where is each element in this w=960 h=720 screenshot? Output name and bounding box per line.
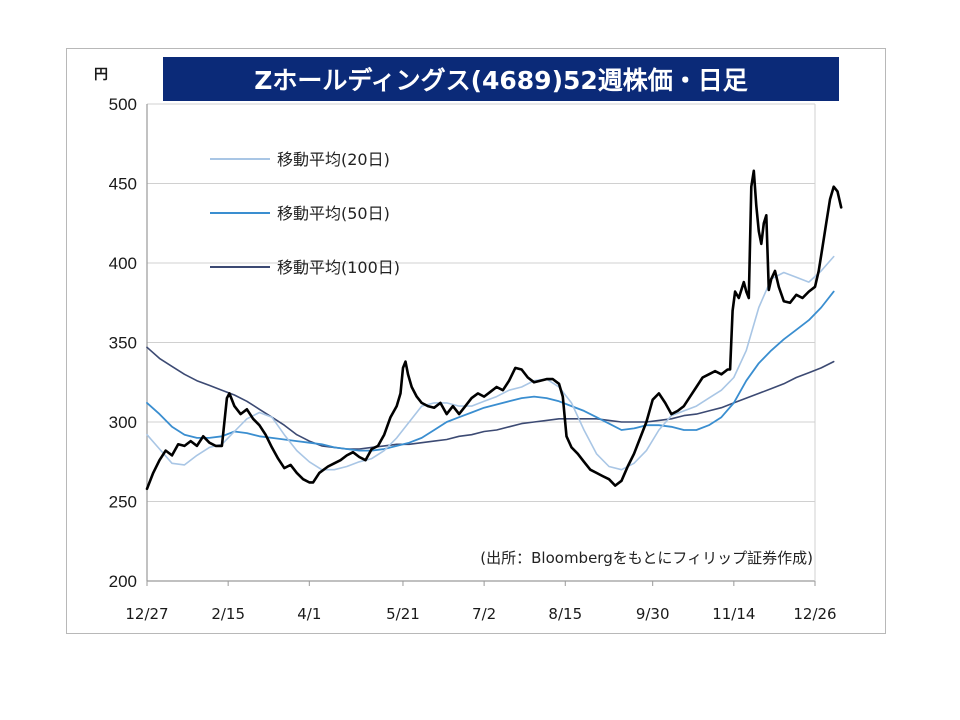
grid-lines [147, 103, 815, 502]
stock-chart: 500 450 400 350 300 250 200 12/27 2/15 4/1 5/21 7/2… [67, 49, 885, 633]
x-tick-label: 2/15 [211, 605, 245, 623]
source-note: (出所：Bloombergをもとにフィリップ証券作成) [480, 549, 813, 567]
moving-average-line-1 [146, 255, 835, 471]
y-tick-label: 500 [109, 95, 137, 114]
x-tick-label: 11/14 [712, 605, 755, 623]
y-unit-label: 円 [94, 67, 108, 83]
title-banner [163, 57, 839, 101]
legend: 移動平均(20日) 移動平均(50日) 移動平均(100日) [210, 150, 400, 277]
x-tick-label: 9/30 [636, 605, 670, 623]
chart-frame: 500 450 400 350 300 250 200 12/27 2/15 4/1 5/21 7/2… [66, 48, 886, 634]
y-tick-label: 400 [109, 254, 137, 273]
legend-label: 移動平均(100日) [277, 258, 400, 277]
x-tick-label: 4/1 [297, 605, 321, 623]
price-line [145, 169, 843, 491]
y-tick-label: 250 [109, 493, 137, 512]
y-tick-label: 450 [109, 175, 137, 194]
x-tick-label: 5/21 [386, 605, 420, 623]
axes: 500 450 400 350 300 250 200 12/27 2/15 4/1 5/21 7/2… [109, 95, 837, 623]
y-tick-label: 200 [109, 572, 137, 591]
moving-average-line-2 [146, 290, 835, 452]
y-tick-label: 300 [109, 413, 137, 432]
x-tick-label: 8/15 [548, 605, 582, 623]
chart-title: Zホールディングス(4689)52週株価・日足 [254, 66, 748, 95]
y-tick-label: 350 [109, 334, 137, 353]
x-tick-label: 12/26 [793, 605, 836, 623]
series-lines [145, 169, 843, 491]
x-tick-label: 12/27 [125, 605, 168, 623]
x-tick-label: 7/2 [472, 605, 496, 623]
legend-label: 移動平均(50日) [277, 204, 390, 223]
moving-average-line-3 [146, 346, 835, 450]
legend-label: 移動平均(20日) [277, 150, 390, 169]
chart-background [67, 49, 885, 633]
